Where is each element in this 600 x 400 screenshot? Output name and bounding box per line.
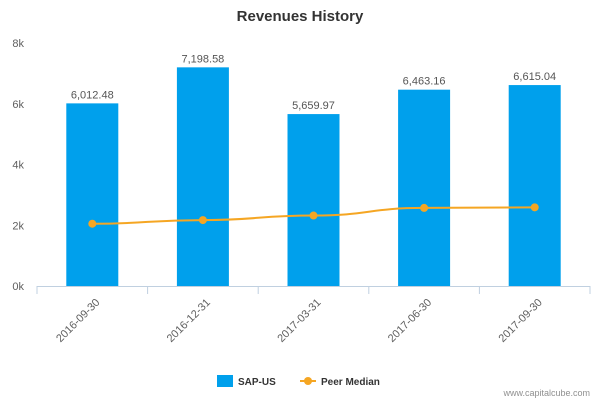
bar [287,114,340,286]
bar [176,67,229,286]
y-tick-label: 6k [12,99,24,111]
peer-median-point [198,216,207,225]
legend: SAP-US Peer Median [217,375,380,388]
bar [66,103,119,287]
x-tick-label: 2017-06-30 [386,297,434,345]
data-label: 7,198.58 [181,53,224,65]
bar [398,89,451,286]
x-tick-label: 2016-12-31 [165,297,213,345]
data-label: 6,615.04 [513,71,556,83]
peer-median-point [88,219,97,228]
legend-label-sap-us: SAP-US [238,377,276,388]
y-tick-label: 8k [12,38,24,50]
x-tick-label: 2016-09-30 [54,297,102,345]
peer-median-point [420,203,429,212]
bar-series: 6,012.48 7,198.58 5,659.97 6,463.16 6,615.04 [66,53,561,287]
x-tick-label: 2017-03-31 [275,297,323,345]
y-tick-label: 4k [12,160,24,172]
line-series [88,203,539,228]
legend-marker-peer-median [304,377,312,385]
peer-median-point [530,203,539,212]
bar [508,85,561,286]
y-axis: 0k 2k 4k 6k 8k [12,38,24,293]
x-tick-label: 2017-09-30 [497,297,545,345]
peer-median-point [309,211,318,220]
legend-swatch-sap-us [217,375,233,387]
y-tick-label: 2k [12,220,24,232]
data-label: 6,012.48 [71,89,114,101]
y-tick-label: 0k [12,281,24,293]
chart-title: Revenues History [237,8,364,25]
credit-text: www.capitalcube.com [502,388,590,398]
data-label: 5,659.97 [292,100,335,112]
legend-label-peer-median: Peer Median [321,377,380,388]
data-label: 6,463.16 [403,76,446,88]
x-axis: 2016-09-30 2016-12-31 2017-03-31 2017-06-30… [36,286,591,345]
